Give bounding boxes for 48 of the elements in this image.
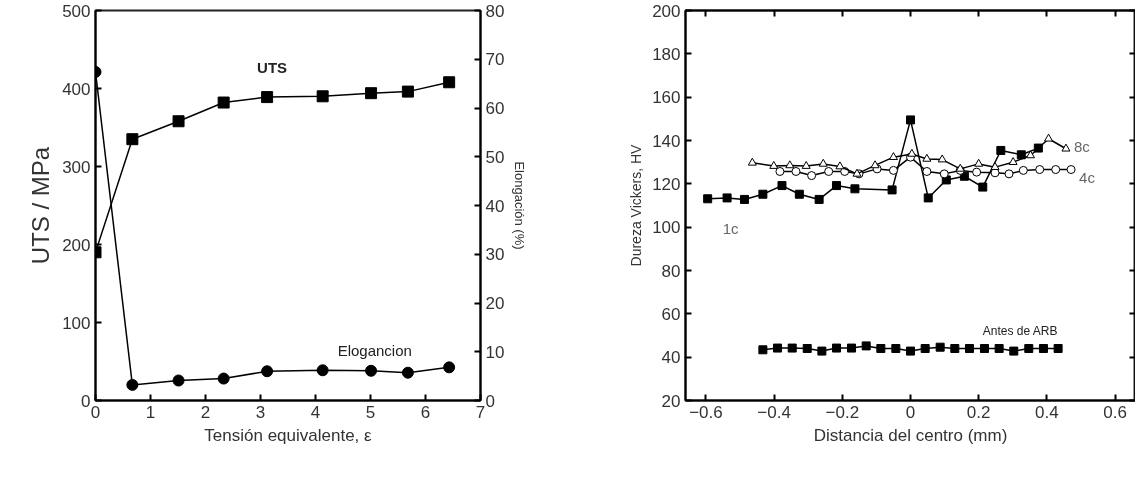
y-tick-label: 40 [661,348,681,368]
y-tick-label: 400 [62,79,91,99]
y2-tick-label: 20 [485,294,505,313]
y-tick-label: 140 [652,131,681,151]
x-axis-title: Distancia del centro (mm) [813,425,1008,445]
y2-tick-label: 70 [485,50,505,70]
y-tick-label: 120 [652,174,681,194]
x-tick-label: 1 [145,402,156,422]
y2-tick-label: 60 [485,99,505,118]
y2-axis-title: Elongación (%) [512,161,528,250]
x-tick-label: 3 [255,402,266,422]
y-tick-label: 200 [62,235,91,255]
y-tick-label: 180 [652,44,681,64]
series-label: 1c [722,220,739,238]
x-tick-label: 0 [905,402,916,422]
x-tick-label: 5 [365,402,376,422]
x-tick-label: 2 [200,402,211,422]
x-tick-label: −0.2 [825,402,860,422]
y2-tick-label: 40 [485,196,505,216]
y-tick-label: 160 [652,88,681,108]
y-tick-label: 300 [62,157,91,177]
x-tick-label: 4 [310,402,321,422]
y2-tick-label: 30 [485,245,505,265]
y-tick-label: 100 [62,313,91,333]
x-tick-label: −0.4 [757,402,791,422]
y-tick-label: 100 [652,218,681,238]
y-tick-label: 200 [652,1,681,21]
series-label: UTS [257,58,288,76]
y-tick-label: 500 [62,1,91,21]
x-tick-label: 6 [420,402,431,422]
x-tick-label: 0.4 [1035,402,1059,422]
y-tick-label: 80 [661,261,681,281]
y-tick-label: 60 [661,304,681,324]
y2-tick-label: 10 [485,342,505,362]
y2-tick-label: 80 [485,1,505,21]
x-tick-label: 0.2 [966,402,991,422]
y-axis-title: Dureza Vickers, HV [628,143,645,267]
y2-tick-label: 50 [485,147,505,167]
series-label: Antes de ARB [982,323,1058,338]
x-axis-title: Tensión equivalente, ε [204,425,373,445]
y-axis-title: UTS / MPa [27,146,55,265]
x-tick-label: 0.6 [1103,402,1127,422]
x-tick-label: 7 [475,402,486,422]
y-tick-label: 20 [661,391,681,411]
series-label: 8c [1073,138,1091,156]
x-tick-label: −0.6 [689,402,723,422]
legend-label: 4c [1079,169,1096,187]
series-label: Elogancion [337,341,412,359]
